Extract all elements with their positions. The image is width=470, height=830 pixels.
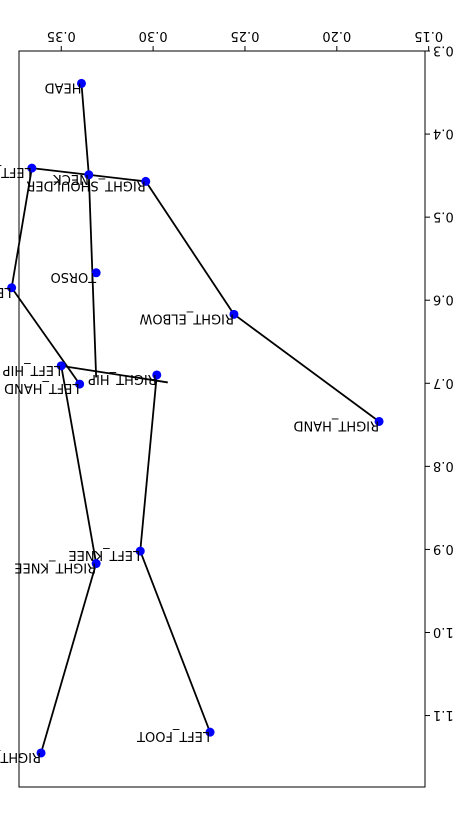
y-tick-label: 0.5 [433, 209, 454, 224]
skeleton-segment [139, 550, 211, 733]
x-tick-label: 0.35 [47, 28, 76, 43]
y-tick-label: 0.7 [433, 375, 454, 390]
skeleton-joints: HEAD NECK TORSO LEFT_SHOULDERRIGHT_SHOULDER… [0, 78, 384, 764]
joint-label-left-foot: LEFT_FOOT [137, 728, 210, 743]
y-tick-label: 1.1 [433, 707, 454, 722]
joint-marker-torso [91, 268, 101, 278]
skeleton-segment [61, 364, 168, 384]
y-tick-label: 0.4 [433, 126, 454, 141]
joint-label-right-elbow: RIGHT_ELBOW [139, 310, 234, 325]
skeleton-segment [139, 374, 158, 552]
y-axis-ticks: 0.3 0.4 0.5 0.6 0.7 0.8 0.9 1.0 1.1 [425, 43, 454, 722]
y-tick-label: 0.3 [433, 43, 454, 58]
joint-marker-left-knee [135, 546, 145, 556]
skeleton-segment [40, 563, 98, 754]
joint-marker-right-shoulder [141, 176, 151, 186]
joint-marker-head [76, 78, 86, 88]
joint-marker-left-shoulder [27, 163, 37, 173]
joint-label-right-shoulder: RIGHT_SHOULDER [26, 177, 145, 192]
y-tick-label: 1.0 [433, 624, 454, 639]
joint-label-left-hand: LEFT_HAND [4, 380, 80, 395]
joint-label-left-knee: LEFT_KNEE [68, 547, 140, 562]
x-tick-label: 0.20 [322, 28, 351, 43]
joint-label-right-knee: RIGHT_KNEE [14, 560, 96, 575]
joint-label-head: HEAD [45, 79, 82, 94]
x-tick-label: 0.25 [230, 28, 259, 43]
joint-label-left-elbow: LEFT_ELBOW [0, 284, 12, 299]
plot-area: 0.35 0.30 0.25 0.20 0.15 0.30.40.50.60.70.80… [0, 28, 454, 788]
joint-marker-right-foot [36, 748, 46, 758]
y-tick-label: 0.6 [433, 292, 454, 307]
joint-marker-right-hand [374, 416, 384, 426]
joint-marker-left-elbow [7, 283, 17, 293]
skeleton-segment [80, 83, 90, 175]
joint-marker-right-hip [152, 370, 162, 380]
skeleton-segment [233, 313, 380, 423]
joint-marker-right-elbow [229, 309, 239, 319]
joint-marker-neck [84, 170, 94, 180]
joint-label-right-hip: RIGHT_HIP [88, 371, 157, 386]
y-tick-label: 0.9 [433, 541, 454, 556]
skeleton-segment [60, 365, 98, 564]
joint-label-right-hand: RIGHT_HAND [294, 417, 380, 432]
joint-label-left-hip: LEFT_HIP [2, 362, 61, 377]
skeleton-segment [10, 167, 33, 288]
skeleton-segment [87, 174, 98, 378]
skeleton-segment [10, 287, 81, 385]
joint-marker-left-foot [205, 727, 215, 737]
joint-marker-left-hand [75, 379, 85, 389]
joint-label-torso: TORSO [50, 269, 97, 284]
plot-frame [18, 50, 426, 788]
joint-label-right-foot: RIGHT_FOOT [0, 749, 41, 764]
skeleton-segments [10, 83, 380, 754]
y-tick-label: 0.8 [433, 458, 454, 473]
joint-marker-right-knee [91, 559, 101, 569]
joint-label-neck: NECK [53, 171, 89, 186]
joint-marker-left-hip [56, 361, 66, 371]
x-tick-label: 0.30 [139, 28, 168, 43]
x-tick-label: 0.15 [414, 28, 443, 43]
skeleton-segment [145, 180, 235, 315]
x-axis-ticks: 0.35 0.30 0.25 0.20 0.15 [47, 28, 443, 51]
joint-label-left-shoulder: LEFT_SHOULDER [0, 164, 32, 179]
